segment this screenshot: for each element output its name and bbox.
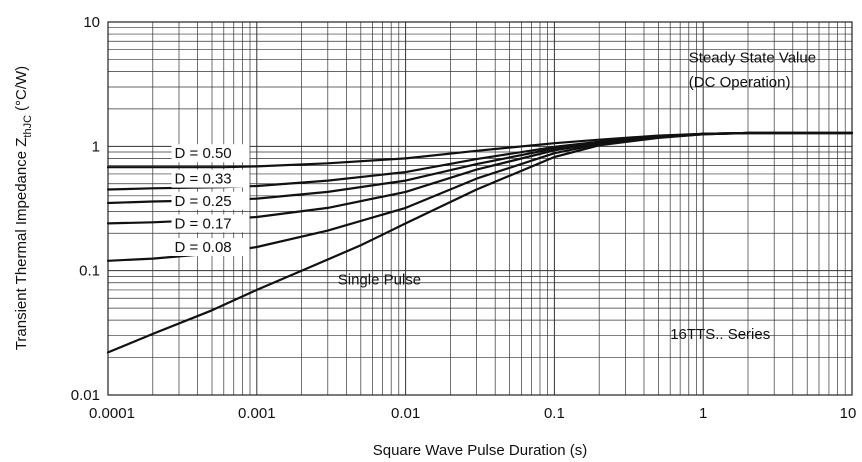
x-tick-label: 1 [699, 405, 707, 422]
series-line-5 [106, 131, 854, 354]
y-tick-label: 1 [92, 138, 100, 155]
series-labels: D = 0.50 D = 0.33 D = 0.25 D = 0.17 D = 0.08 [171, 144, 250, 257]
series-label-3: D = 0.17 [175, 215, 232, 232]
annotation-1: (DC Operation) [689, 74, 791, 91]
series-label-4: D = 0.08 [175, 239, 232, 256]
annotation-0: Steady State Value [689, 49, 816, 66]
series-label-background [171, 191, 250, 210]
series-label-1: D = 0.33 [175, 171, 232, 188]
y-tick-label: 0.1 [79, 263, 100, 280]
plot-frame [107, 21, 853, 396]
annotations: Steady State Value (DC Operation) Single P… [338, 49, 816, 343]
series-label-background [171, 169, 250, 188]
series-label-2: D = 0.25 [175, 193, 232, 210]
y-axis-title-sub: thJC [22, 115, 34, 138]
series-label-background [171, 214, 250, 233]
x-tick-label: 10 [840, 405, 857, 422]
x-tick-label: 0.0001 [89, 405, 135, 422]
series-label-background [171, 144, 250, 163]
y-axis-title-unit: (°C/W) [13, 66, 30, 111]
annotation-2: Single Pulse [338, 271, 421, 288]
y-axis-title: Transient Thermal Impedance ZthJC (°C/W) [13, 66, 34, 350]
x-axis-title: Square Wave Pulse Duration (s) [373, 442, 588, 459]
x-tick-label: 0.01 [391, 405, 420, 422]
y-tick-label: 0.01 [71, 387, 100, 404]
grid-lines [107, 22, 852, 396]
y-axis-title-main: Transient Thermal Impedance Z [13, 138, 30, 351]
tick-labels: 0.0001 0.001 0.01 0.1 1 10 0.01 0.1 1 10 [71, 14, 857, 422]
x-tick-label: 0.1 [544, 405, 565, 422]
x-tick-label: 0.001 [238, 405, 276, 422]
annotation-3: 16TTS.. Series [670, 326, 770, 343]
y-tick-label: 10 [83, 14, 100, 31]
series-label-0: D = 0.50 [175, 145, 232, 162]
series-label-background [171, 238, 250, 257]
